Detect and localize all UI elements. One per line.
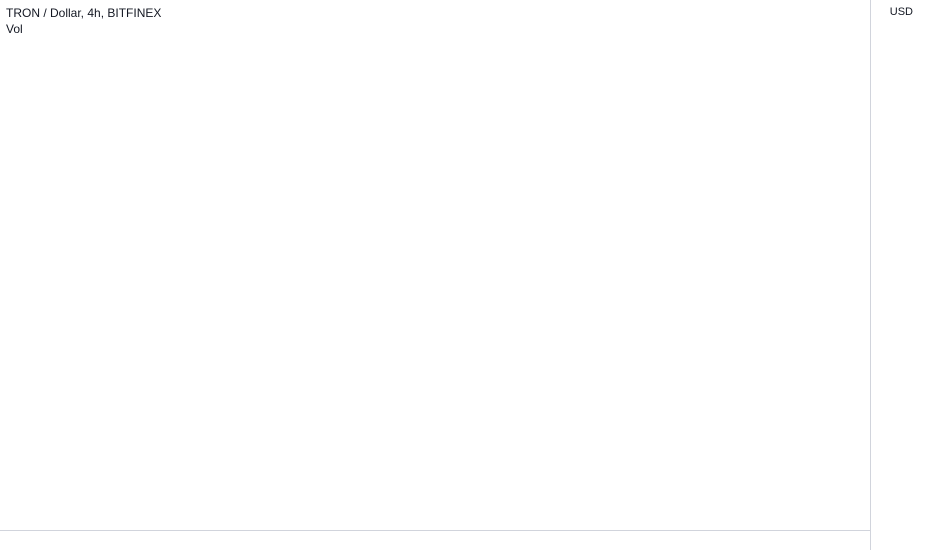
volume-label: Vol bbox=[6, 22, 23, 36]
currency: USD bbox=[890, 6, 913, 18]
chart-title: TRON / Dollar, 4h, BITFINEX bbox=[6, 6, 161, 20]
